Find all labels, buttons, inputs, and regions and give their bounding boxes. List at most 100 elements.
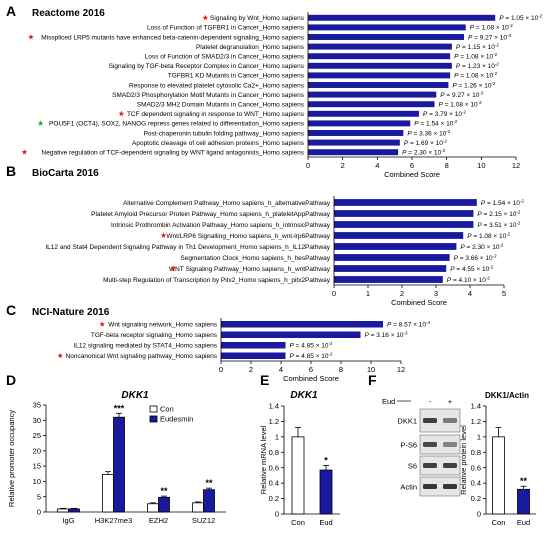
x-tick-label: 10 xyxy=(367,365,375,374)
category-label: Wnt signaling network_Homo sapiens xyxy=(108,322,217,329)
x-tick-label: 8 xyxy=(445,161,449,170)
x-tick-label: 10 xyxy=(477,161,485,170)
bar xyxy=(308,14,496,21)
bar xyxy=(334,265,447,272)
western-blot: Eud - + DKK1 P-S6 S6 Actin xyxy=(382,397,461,497)
p-value-label: P = 3.16 × 10-3 xyxy=(365,331,409,340)
x-tick-label: SUZ12 xyxy=(192,516,215,525)
y-axis-title: Relative protein level xyxy=(459,425,468,495)
y-axis-title: Relative promoter occupancy xyxy=(7,410,16,507)
blot-band xyxy=(423,418,437,423)
blot-row-label: S6 xyxy=(408,461,417,470)
significance-marker: ** xyxy=(205,478,213,488)
bar xyxy=(308,101,435,108)
panel-f: F DKK1/Actin Eud - + DKK1 P-S6 S6 Actin 0 0.2 0.… xyxy=(368,372,536,527)
y-tick-label: 35 xyxy=(33,401,41,410)
y-tick-label: 1 xyxy=(275,432,279,441)
p-value-label: P = 2.30 × 10-2 xyxy=(402,148,446,157)
category-label: Intrinsic Prothrombin Activation Pathway… xyxy=(111,222,331,229)
category-label: Post-chaperonin tubulin folding pathway_… xyxy=(144,130,305,137)
panel-c-chart: Wnt signaling network_Homo sapiens P = 8.… xyxy=(57,318,431,383)
bar xyxy=(334,243,457,250)
category-label: TGF-beta receptor signaling_Homo sapiens xyxy=(91,332,218,339)
panel-letter-c: C xyxy=(6,302,16,318)
p-value-label: P = 1.08 × 10-2 xyxy=(470,23,514,32)
legend-swatch xyxy=(149,415,158,423)
y-tick-label: 0.8 xyxy=(471,448,481,457)
x-tick-label: Con xyxy=(291,518,305,527)
bar xyxy=(57,508,69,513)
p-value-label: P = 9.27 × 10-3 xyxy=(468,33,512,42)
blot-band xyxy=(423,442,437,447)
x-tick-label: Con xyxy=(492,518,506,527)
x-axis-title: Combined Score xyxy=(283,374,339,383)
bar xyxy=(68,508,80,513)
bar xyxy=(147,503,159,513)
category-label: WNT Signaling Pathway_Homo sapiens_h_wnt… xyxy=(169,266,331,273)
lane-label: + xyxy=(448,397,453,406)
y-tick-label: 1.4 xyxy=(471,402,481,411)
significance-marker: * xyxy=(324,455,328,465)
bar xyxy=(492,436,505,515)
y-tick-label: 1.2 xyxy=(471,417,481,426)
y-tick-label: 15 xyxy=(33,462,41,471)
category-label: Wnt/LRP6 Signalling_Homo sapiens_h_wnt-l… xyxy=(166,233,330,240)
category-label: Misspliced LRP5 mutants have enhanced be… xyxy=(41,34,304,41)
star-marker xyxy=(57,352,64,359)
bar xyxy=(113,416,125,513)
bar xyxy=(334,232,464,239)
bar xyxy=(308,130,404,136)
x-tick-label: H3K27me3 xyxy=(95,516,133,525)
bar xyxy=(221,352,286,360)
significance-marker: *** xyxy=(114,403,125,413)
category-label: Signaling by TGF-beta Receptor Complex i… xyxy=(109,63,305,70)
y-tick-label: 30 xyxy=(33,416,41,425)
x-tick-label: IgG xyxy=(62,516,74,525)
x-tick-label: 2 xyxy=(400,289,404,298)
panel-e: E DKK1 0 0.2 0.4 0.6 0.8 1 1.2 1.4 Relative mRNA… xyxy=(259,372,340,527)
panel-d-title: DKK1 xyxy=(121,390,149,401)
panel-e-chart: 0 0.2 0.4 0.6 0.8 1 1.2 1.4 Relative mRNA level C… xyxy=(259,402,340,527)
category-label: Alternative Complement Pathway_Homo sapi… xyxy=(123,200,331,207)
blot-row-label: Actin xyxy=(400,482,417,491)
x-axis-title: Combined Score xyxy=(384,170,440,179)
p-value-label: P = 1.15 × 10-2 xyxy=(456,42,500,51)
x-tick-label: 0 xyxy=(306,161,310,170)
star-marker xyxy=(170,265,177,271)
x-tick-label: 2 xyxy=(341,161,345,170)
panel-c-title: NCI-Nature 2016 xyxy=(32,307,110,318)
y-tick-label: 0 xyxy=(477,510,481,519)
y-tick-label: 20 xyxy=(33,446,41,455)
panel-b-title: BioCarta 2016 xyxy=(32,168,99,179)
p-value-label: P = 9.27 × 10-3 xyxy=(440,90,484,99)
blot-row-label: P-S6 xyxy=(400,440,417,449)
star-marker xyxy=(202,14,209,21)
bar xyxy=(221,341,286,349)
category-label: IL12 signaling mediated by STAT4_Homo sa… xyxy=(73,343,217,350)
panel-d-chart: 0 5 10 15 20 25 30 35 Relative promoter occupanc… xyxy=(7,401,226,525)
significance-marker: ** xyxy=(160,486,168,496)
category-label: SMAD2/3 Phosphorylation Motif Mutants in… xyxy=(112,92,305,99)
category-label: Platelet Amyloid Precursor Protein Pathw… xyxy=(91,211,331,218)
bar xyxy=(517,488,530,515)
p-value-label: P = 4.85 × 10-2 xyxy=(290,352,334,361)
star-marker xyxy=(28,34,34,40)
panel-letter-e: E xyxy=(260,372,269,388)
blot-membrane xyxy=(419,455,461,476)
y-tick-label: 1.2 xyxy=(269,417,279,426)
bar xyxy=(192,502,204,513)
panel-f-chart: 0 0.2 0.4 0.6 0.8 1 1.2 1.4 Relative protein lev… xyxy=(459,402,536,527)
blot-membrane xyxy=(419,408,461,433)
blot-row-label: DKK1 xyxy=(397,416,417,425)
y-tick-label: 5 xyxy=(37,492,41,501)
x-tick-label: 12 xyxy=(397,365,405,374)
bar xyxy=(308,91,437,98)
legend-label: Con xyxy=(160,405,174,414)
bar xyxy=(334,221,474,228)
category-label: Platelet degranulation_Homo sapiens xyxy=(196,44,305,51)
blot-membrane xyxy=(419,476,461,497)
category-label: Apoptotic cleavage of cell adhesion prot… xyxy=(132,140,305,147)
bar xyxy=(308,53,451,60)
bar xyxy=(319,469,333,515)
category-label: TCF dependent signaling in response to W… xyxy=(127,111,305,118)
